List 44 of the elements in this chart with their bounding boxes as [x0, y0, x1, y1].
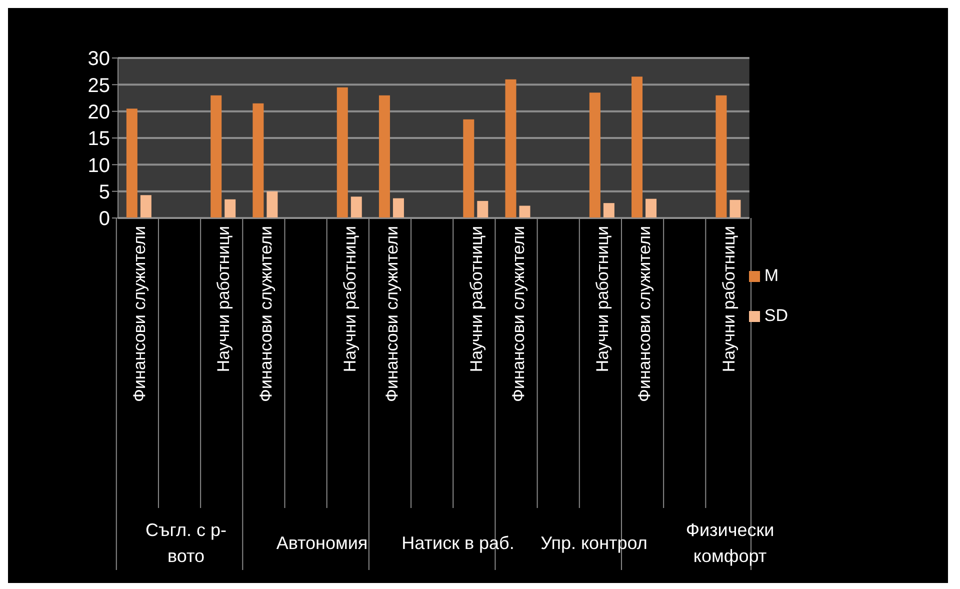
bar [210, 95, 222, 218]
y-tick-label: 10 [88, 154, 110, 177]
bar [336, 87, 348, 218]
y-tick-label: 5 [98, 181, 110, 204]
bar [519, 206, 530, 218]
bar [589, 92, 600, 218]
bar [350, 196, 362, 218]
bar [730, 200, 741, 218]
x-tick-label: Научни работници [593, 226, 612, 372]
bar [603, 203, 614, 218]
y-tick-label: 15 [88, 128, 110, 150]
bar [646, 198, 657, 218]
bar [392, 198, 404, 218]
legend-label: M [764, 266, 779, 284]
bar [126, 108, 138, 218]
x-tick-label: Научни работници [214, 226, 234, 372]
bar [463, 119, 474, 218]
y-tick-label: 25 [88, 74, 110, 97]
text: Физически комфорт [684, 519, 776, 568]
bar [716, 95, 727, 218]
bar [224, 199, 236, 218]
bar [140, 195, 152, 218]
x-tick-label: Финансови служители [635, 226, 654, 402]
text: Натиск в раб. [400, 532, 516, 555]
x-tick-label: Научни работници [466, 226, 486, 372]
y-tick-label: 30 [88, 48, 110, 70]
x-tick-label: Финансови служители [130, 226, 150, 402]
x-tick-label: Финансови служители [382, 226, 402, 402]
y-tick-label: 0 [98, 208, 110, 230]
legend-label: SD [764, 306, 788, 324]
y-tick-label: 20 [88, 101, 110, 124]
text: Съгл. с р-вото [144, 519, 228, 568]
x-tick-label: Финансови служители [256, 226, 276, 402]
bar [505, 79, 516, 218]
bar [266, 191, 278, 218]
bar [477, 200, 488, 218]
text: Автономия [275, 532, 369, 555]
x-tick-label: Научни работници [719, 226, 738, 372]
x-tick-label: Финансови служители [508, 226, 528, 402]
text: Упр. контрол [540, 532, 648, 555]
bar [378, 95, 390, 218]
x-tick-label: Научни работници [340, 226, 360, 372]
bar [252, 103, 264, 218]
bar [632, 76, 643, 218]
